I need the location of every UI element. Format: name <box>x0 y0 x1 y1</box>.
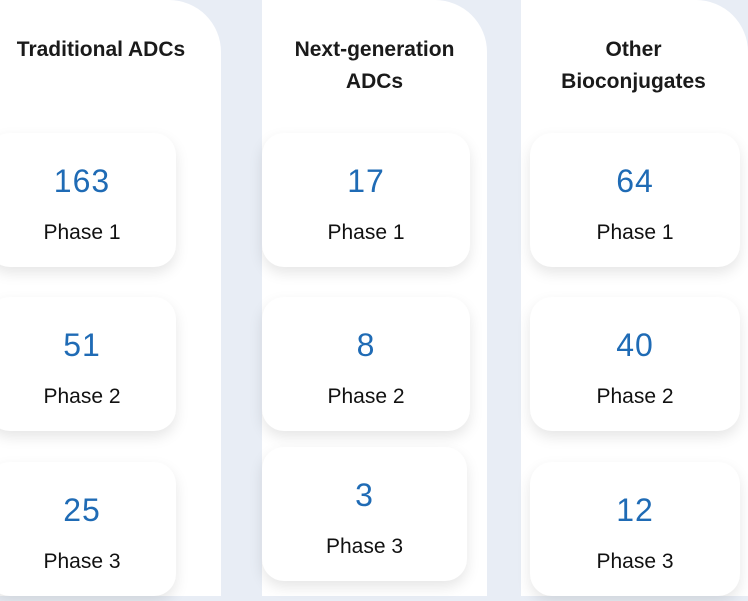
card: 25 Phase 3 <box>0 462 176 596</box>
phase-label: Phase 1 <box>596 221 674 244</box>
phase-label: Phase 2 <box>327 385 405 408</box>
count: 163 <box>53 163 111 199</box>
count: 8 <box>356 327 376 363</box>
count: 12 <box>616 492 654 528</box>
count: 64 <box>616 163 654 199</box>
phase-label: Phase 1 <box>327 221 405 244</box>
phase-label: Phase 2 <box>43 385 121 408</box>
card: 64 Phase 1 <box>530 133 740 267</box>
count: 17 <box>347 163 385 199</box>
card: 17 Phase 1 <box>262 133 470 267</box>
phase-label: Phase 3 <box>596 550 674 573</box>
count: 40 <box>616 327 654 363</box>
count: 51 <box>63 327 101 363</box>
column: Other Bioconjugates 64 Phase 1 40 Phase 2 … <box>521 0 748 596</box>
count: 25 <box>63 492 101 528</box>
phase-label: Phase 3 <box>325 535 404 558</box>
phase-label: Phase 2 <box>596 385 674 408</box>
column-title: Next-generation ADCs <box>294 38 455 93</box>
column-title: Traditional ADCs <box>16 38 186 61</box>
count: 3 <box>355 477 374 513</box>
card: 8 Phase 2 <box>262 297 470 431</box>
card: 40 Phase 2 <box>530 297 740 431</box>
phase-label: Phase 3 <box>43 550 121 573</box>
column: Next-generation ADCs 17 Phase 1 8 Phase 2 … <box>262 0 487 596</box>
phase-label: Phase 1 <box>43 221 121 244</box>
column: Traditional ADCs 163 Phase 1 51 Phase 2 25… <box>0 0 221 596</box>
column-title: Other Bioconjugates <box>561 38 706 93</box>
card: 3 Phase 3 <box>262 447 467 581</box>
card: 163 Phase 1 <box>0 133 176 267</box>
card: 12 Phase 3 <box>530 462 740 596</box>
card: 51 Phase 2 <box>0 297 176 431</box>
